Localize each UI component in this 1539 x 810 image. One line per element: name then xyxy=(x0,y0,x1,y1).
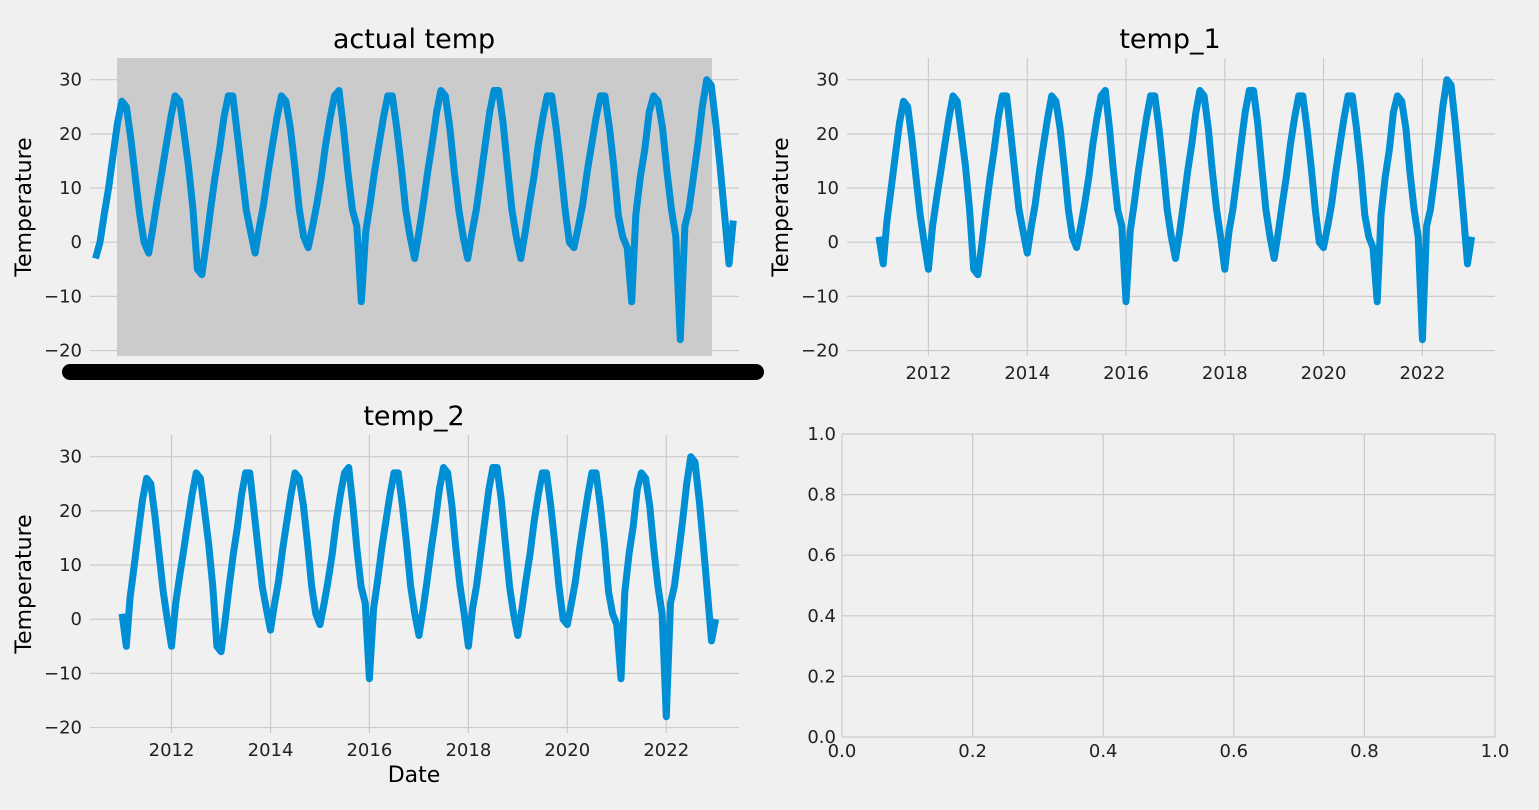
y-axis-label: Temperature xyxy=(12,514,37,654)
y-axis-label: Temperature xyxy=(769,137,794,277)
x-tick-label: 2012 xyxy=(149,740,195,761)
y-tick-labels: −20 −10 0 10 20 30 xyxy=(44,447,82,739)
subplot-empty: 0.0 0.2 0.4 0.6 0.8 1.0 0.0 0.2 0.4 0.6 0.8 1.0 xyxy=(807,424,1509,762)
y-tick-label: 0 xyxy=(71,609,82,630)
x-tick-label: 2016 xyxy=(1103,363,1149,384)
overlapping-date-labels xyxy=(62,364,764,380)
x-tick-label: 1.0 xyxy=(1481,741,1510,762)
y-tick-labels: −20 −10 0 10 20 30 xyxy=(801,70,839,362)
y-tick-label: 0.6 xyxy=(807,545,836,566)
x-tick-label: 0.8 xyxy=(1350,741,1379,762)
subplot-temp-2: −20 −10 0 10 20 30 2012 2014 2016 2018 2020 2022 t… xyxy=(12,401,739,788)
y-axis-label: Temperature xyxy=(12,137,37,277)
series-line xyxy=(118,453,720,721)
y-tick-label: 0.0 xyxy=(807,727,836,748)
x-tick-labels: 2012 2014 2016 2018 2020 2022 xyxy=(905,363,1445,384)
x-axis-label: Date xyxy=(388,763,441,788)
x-tick-overlap-band xyxy=(62,364,764,380)
y-tick-label: 30 xyxy=(59,447,82,468)
y-tick-label: 0.8 xyxy=(807,485,836,506)
y-tick-label: 20 xyxy=(816,124,839,145)
y-tick-label: 0.4 xyxy=(807,606,836,627)
x-tick-label: 2018 xyxy=(445,740,491,761)
x-tick-label: 2018 xyxy=(1202,363,1248,384)
y-tick-label: 10 xyxy=(816,178,839,199)
x-tick-label: 2020 xyxy=(1301,363,1347,384)
y-tick-labels: −20 −10 0 10 20 30 xyxy=(44,70,82,362)
y-tick-label: 20 xyxy=(59,501,82,522)
x-tick-label: 2014 xyxy=(1004,363,1050,384)
x-tick-label: 0.2 xyxy=(958,741,987,762)
x-tick-label: 0.6 xyxy=(1219,741,1248,762)
subplot-title: temp_2 xyxy=(363,401,464,432)
x-tick-labels: 0.0 0.2 0.4 0.6 0.8 1.0 xyxy=(828,741,1510,762)
plot-area-highlight xyxy=(117,58,712,356)
x-tick-label: 2016 xyxy=(346,740,392,761)
subplot-temp-1: −20 −10 0 10 20 30 2012 2014 2016 2018 2020 2022 t… xyxy=(769,24,1495,384)
y-tick-label: −10 xyxy=(44,286,82,307)
y-tick-label: −20 xyxy=(801,341,839,362)
y-tick-label: −10 xyxy=(44,663,82,684)
y-tick-label: 20 xyxy=(59,124,82,145)
x-tick-label: 0.0 xyxy=(828,741,857,762)
subplot-title: actual temp xyxy=(333,24,495,55)
subplot-actual-temp: −20 −10 0 10 20 30 actual temp Temperature xyxy=(12,24,764,380)
y-tick-label: 0 xyxy=(71,232,82,253)
x-tick-labels: 2012 2014 2016 2018 2020 2022 xyxy=(149,740,690,761)
y-tick-label: 10 xyxy=(59,178,82,199)
x-tick-label: 2020 xyxy=(544,740,590,761)
y-tick-label: −10 xyxy=(801,286,839,307)
gridlines xyxy=(841,433,1496,738)
x-tick-label: 2012 xyxy=(905,363,951,384)
y-tick-label: −20 xyxy=(44,341,82,362)
y-tick-labels: 0.0 0.2 0.4 0.6 0.8 1.0 xyxy=(807,424,836,748)
y-tick-label: −20 xyxy=(44,718,82,739)
subplot-title: temp_1 xyxy=(1119,24,1220,55)
y-tick-label: 10 xyxy=(59,555,82,576)
series-line xyxy=(875,76,1476,344)
y-tick-label: 1.0 xyxy=(807,424,836,445)
y-tick-label: 30 xyxy=(816,70,839,91)
x-tick-label: 2022 xyxy=(1399,363,1445,384)
y-tick-label: 0.2 xyxy=(807,666,836,687)
y-tick-label: 30 xyxy=(59,70,82,91)
x-tick-label: 0.4 xyxy=(1089,741,1118,762)
series-line xyxy=(92,76,737,344)
x-tick-label: 2014 xyxy=(248,740,294,761)
y-tick-label: 0 xyxy=(828,232,839,253)
x-tick-label: 2022 xyxy=(643,740,689,761)
